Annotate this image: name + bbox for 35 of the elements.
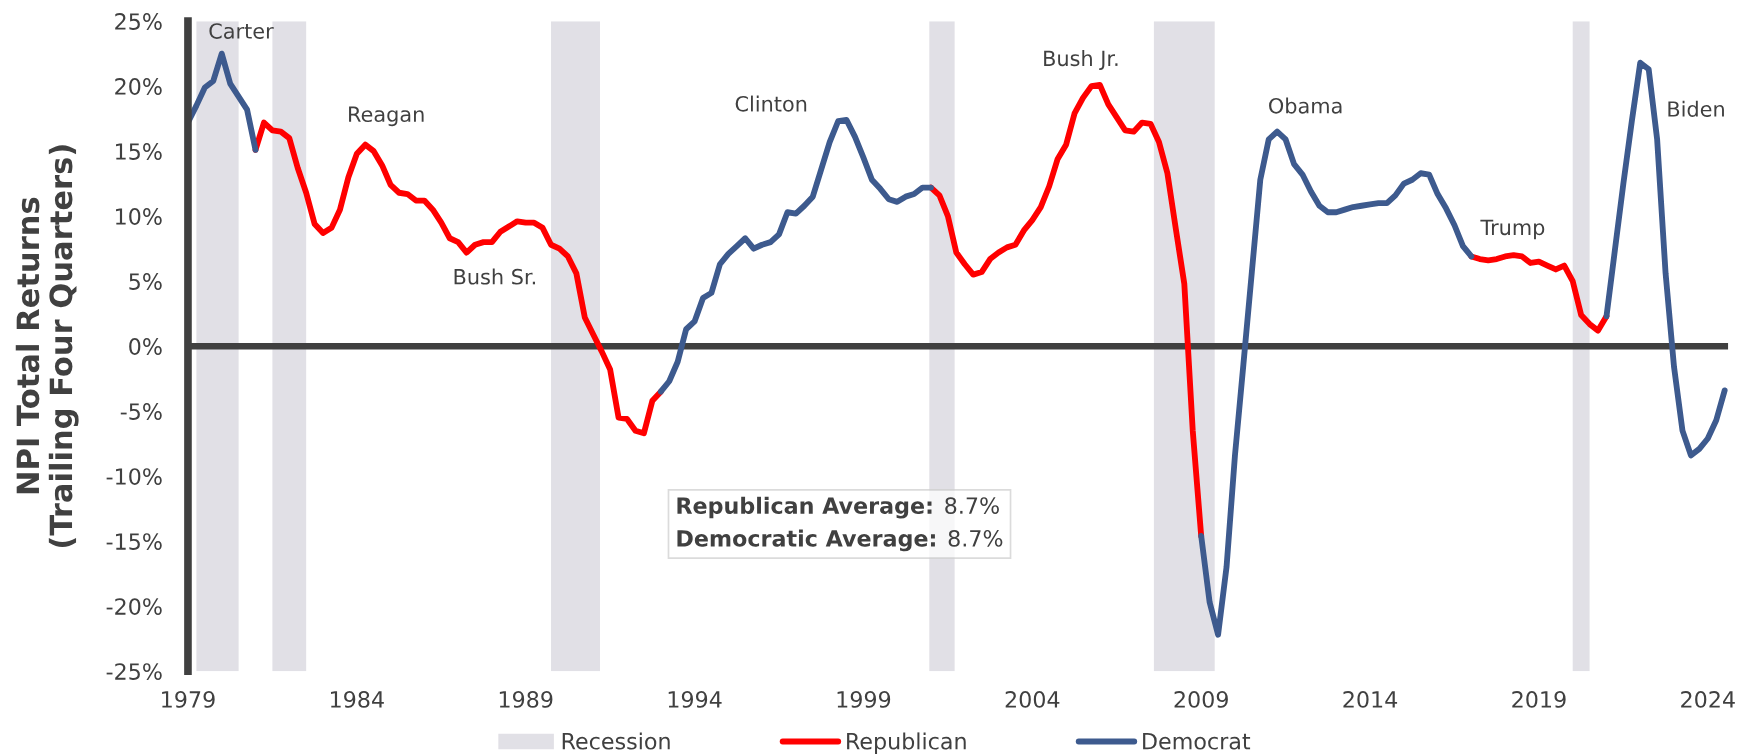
annotation: Obama (1269, 97, 1342, 114)
annotation: Biden (1668, 100, 1724, 117)
x-tick-label: 1999 (837, 691, 891, 708)
annotation: Republican Average: 8.7% (677, 496, 999, 519)
annotation: Clinton (735, 95, 807, 112)
x-tick-label: 1984 (331, 691, 384, 708)
x-tick-label: 2024 (1681, 691, 1735, 708)
x-tick-label: 1994 (668, 691, 722, 708)
x-tick-label: 2004 (1005, 691, 1060, 708)
y-tick-label: -10% (106, 468, 162, 485)
legend-label: Democrat (1143, 733, 1251, 750)
y-tick-label: -5% (120, 403, 162, 420)
y-tick-label: 10% (116, 208, 162, 225)
x-tick-label: 2009 (1174, 691, 1228, 708)
x-tick-label: 1979 (162, 691, 215, 708)
y-tick-label: 5% (129, 273, 162, 290)
x-tick-label: 2019 (1512, 691, 1566, 708)
legend-label: Recession (562, 732, 670, 750)
y-tick-label: 20% (115, 78, 162, 95)
y-tick-label: -20% (106, 598, 162, 615)
y-tick-label: -15% (106, 533, 162, 550)
annotation: Reagan (349, 106, 424, 127)
legend-label: Republican (847, 732, 966, 754)
y-axis-title: NPI Total Returns (Trailing Four Quarters) (15, 145, 79, 547)
y-tick-label: 0% (129, 338, 162, 355)
y-tick-label: -25% (106, 663, 162, 680)
x-tick-label: 1989 (499, 691, 553, 708)
annotation: Bush Sr. (454, 268, 535, 285)
annotation: Trump (1480, 219, 1545, 240)
y-tick-label: 25% (115, 13, 162, 30)
annotation: Democratic Average: 8.7% (677, 529, 1003, 552)
annotation: Bush Jr. (1044, 50, 1118, 71)
y-tick-label: 15% (116, 143, 162, 160)
x-tick-label: 2014 (1343, 691, 1398, 708)
annotation: Carter (209, 23, 274, 39)
